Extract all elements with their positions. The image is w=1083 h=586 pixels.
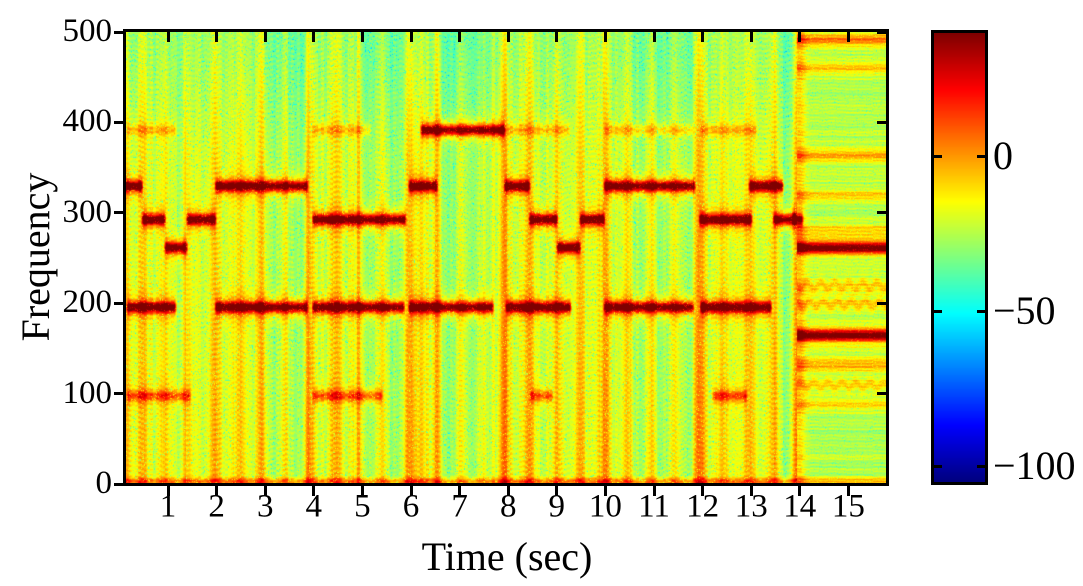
x-tick bbox=[603, 32, 607, 42]
x-tick-label: 9 bbox=[548, 488, 566, 525]
x-tick bbox=[166, 32, 170, 42]
x-tick-label: 5 bbox=[354, 488, 371, 525]
x-tick bbox=[506, 486, 510, 496]
y-tick-label: 0 bbox=[95, 464, 113, 501]
x-tick bbox=[360, 32, 364, 42]
colorbar-tick bbox=[934, 465, 942, 469]
x-tick bbox=[263, 486, 267, 496]
y-tick-label: 400 bbox=[62, 103, 113, 140]
x-tick bbox=[409, 486, 413, 496]
y-tick bbox=[877, 211, 887, 215]
x-tick bbox=[215, 486, 219, 496]
x-tick bbox=[749, 32, 753, 42]
y-tick bbox=[877, 482, 887, 486]
colorbar-tick bbox=[934, 155, 942, 159]
y-tick bbox=[877, 30, 887, 34]
colorbar-tick bbox=[977, 155, 985, 159]
y-tick bbox=[877, 392, 887, 396]
colorbar-tick-label: 0 bbox=[993, 133, 1013, 179]
colorbar-frame bbox=[931, 30, 988, 485]
x-tick-label: 4 bbox=[305, 488, 323, 525]
x-tick-label: 3 bbox=[256, 488, 274, 525]
x-tick-label: 6 bbox=[402, 488, 420, 525]
y-tick bbox=[114, 482, 124, 486]
x-tick-label: 14 bbox=[783, 488, 817, 525]
x-tick bbox=[846, 32, 850, 42]
x-tick bbox=[603, 486, 607, 496]
colorbar-tick bbox=[934, 310, 942, 314]
x-tick bbox=[652, 32, 656, 42]
x-tick bbox=[506, 32, 510, 42]
x-tick bbox=[458, 32, 462, 42]
y-tick bbox=[114, 301, 124, 305]
x-tick-label: 2 bbox=[208, 488, 225, 525]
x-tick bbox=[312, 486, 316, 496]
y-tick bbox=[114, 30, 124, 34]
x-tick-label: 1 bbox=[159, 488, 177, 525]
x-tick-label: 7 bbox=[451, 488, 468, 525]
x-tick bbox=[701, 486, 705, 496]
x-tick bbox=[312, 32, 316, 42]
x-tick-label: 11 bbox=[638, 488, 670, 525]
y-tick-label: 300 bbox=[62, 193, 113, 230]
x-tick-label: 8 bbox=[499, 488, 517, 525]
spectrogram-canvas bbox=[126, 32, 886, 483]
plot-frame bbox=[123, 29, 889, 486]
x-tick bbox=[798, 32, 802, 42]
x-tick bbox=[555, 32, 559, 42]
y-tick bbox=[877, 301, 887, 305]
x-tick-label: 13 bbox=[734, 488, 768, 525]
x-tick bbox=[409, 32, 413, 42]
x-tick-label: 15 bbox=[831, 488, 865, 525]
x-axis-title: Time (sec) bbox=[421, 534, 593, 579]
x-tick bbox=[215, 32, 219, 42]
y-tick-label: 500 bbox=[62, 12, 113, 49]
x-tick bbox=[360, 486, 364, 496]
x-tick bbox=[798, 486, 802, 496]
colorbar-tick-label: −50 bbox=[993, 287, 1056, 333]
x-tick bbox=[652, 486, 656, 496]
x-tick-label: 12 bbox=[686, 488, 720, 525]
colorbar-tick bbox=[977, 465, 985, 469]
y-tick bbox=[114, 120, 124, 124]
x-tick bbox=[846, 486, 850, 496]
y-tick bbox=[114, 211, 124, 215]
x-tick bbox=[555, 486, 559, 496]
x-tick-label: 10 bbox=[588, 488, 622, 525]
y-tick bbox=[114, 392, 124, 396]
y-tick bbox=[877, 120, 887, 124]
colorbar-tick bbox=[977, 310, 985, 314]
x-tick bbox=[701, 32, 705, 42]
x-tick bbox=[263, 32, 267, 42]
y-tick-label: 200 bbox=[62, 284, 113, 321]
colorbar-tick-label: −100 bbox=[993, 442, 1076, 488]
y-tick-label: 100 bbox=[62, 374, 113, 411]
colorbar-canvas bbox=[934, 33, 985, 482]
x-tick bbox=[458, 486, 462, 496]
x-tick bbox=[749, 486, 753, 496]
x-tick bbox=[166, 486, 170, 496]
